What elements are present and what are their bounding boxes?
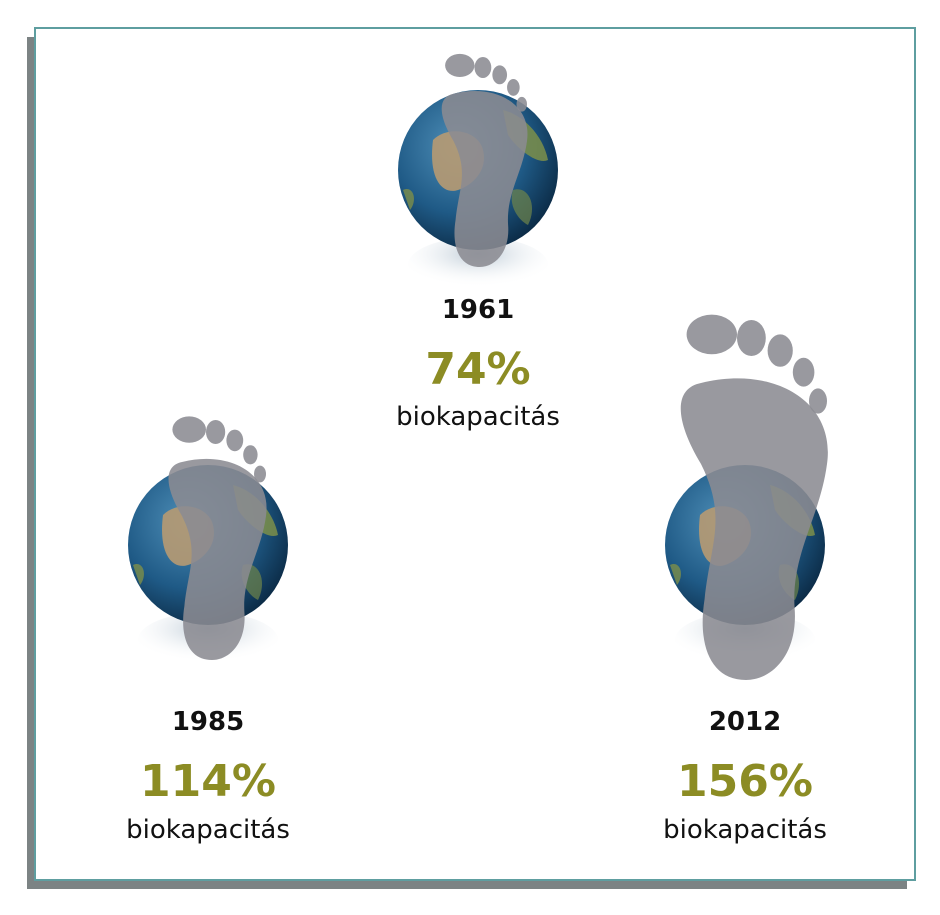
year: 2012 — [709, 707, 781, 737]
label: biokapacitás — [663, 815, 827, 845]
percent: 156% — [677, 756, 813, 807]
year: 1961 — [442, 295, 514, 325]
infographic: 1961 74% biokapacitás 1985 114% biokapac… — [0, 0, 940, 915]
page: 1961 74% biokapacitás 1985 114% biokapac… — [0, 0, 940, 915]
percent: 114% — [140, 756, 276, 807]
label: biokapacitás — [126, 815, 290, 845]
label: biokapacitás — [396, 402, 560, 432]
year: 1985 — [172, 707, 244, 737]
percent: 74% — [425, 344, 530, 395]
